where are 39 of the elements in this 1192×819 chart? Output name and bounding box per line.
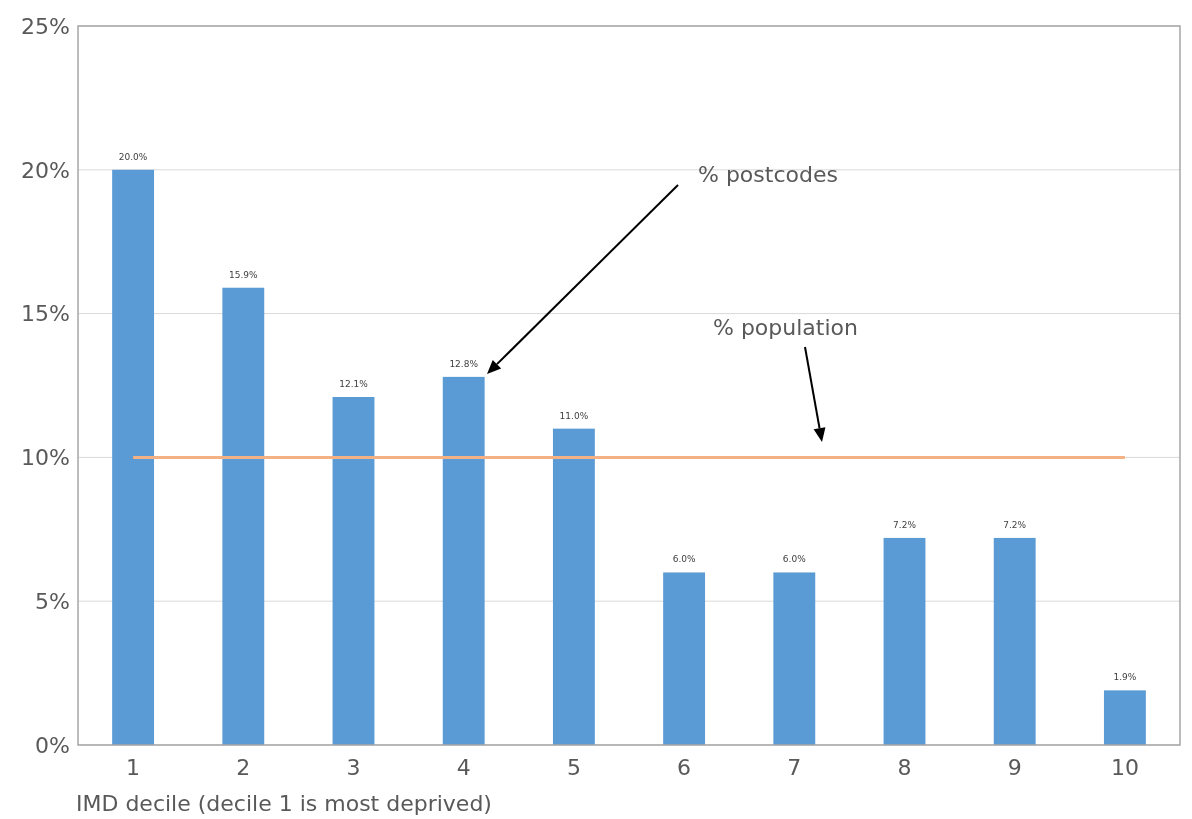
y-tick-label: 5% [35, 588, 70, 614]
bar [332, 397, 375, 745]
data-label: 20.0% [118, 151, 148, 162]
bar [112, 169, 155, 745]
bar [442, 376, 485, 745]
bar [993, 537, 1036, 745]
x-tick-label: 10 [1110, 755, 1139, 780]
data-label: 11.0% [559, 410, 589, 421]
y-tick-label: 0% [35, 732, 70, 758]
data-label: 7.2% [1003, 519, 1027, 530]
x-tick-label: 1 [126, 755, 141, 780]
data-label: 15.9% [229, 269, 259, 280]
x-tick-label: 6 [677, 755, 692, 780]
data-label: 7.2% [893, 519, 917, 530]
data-label: 12.8% [449, 358, 479, 369]
annotation: % population [713, 315, 858, 340]
data-label: 6.0% [782, 554, 807, 565]
y-tick-label: 10% [21, 445, 70, 471]
bar [663, 572, 706, 745]
x-axis-title: IMD decile (decile 1 is most deprived) [76, 791, 492, 816]
data-label: 1.9% [1113, 672, 1137, 683]
x-tick-label: 3 [346, 755, 361, 780]
y-tick-label: 20% [21, 157, 70, 183]
data-label: 6.0% [672, 554, 696, 565]
bar [552, 428, 595, 745]
x-tick-label: 8 [897, 755, 912, 780]
x-tick-label: 5 [566, 755, 581, 780]
annotation: % postcodes [698, 162, 838, 187]
data-label: 12.1% [339, 379, 369, 389]
x-tick-label: 4 [456, 755, 471, 780]
bar [883, 537, 926, 745]
y-tick-label: 15% [21, 301, 70, 327]
bar [222, 287, 265, 745]
y-tick-label: 25% [21, 13, 70, 39]
x-tick-label: 7 [787, 755, 802, 780]
x-tick-label: 9 [1007, 755, 1022, 780]
bar [773, 572, 816, 745]
x-tick-label: 2 [236, 755, 251, 780]
bar [1103, 690, 1146, 745]
